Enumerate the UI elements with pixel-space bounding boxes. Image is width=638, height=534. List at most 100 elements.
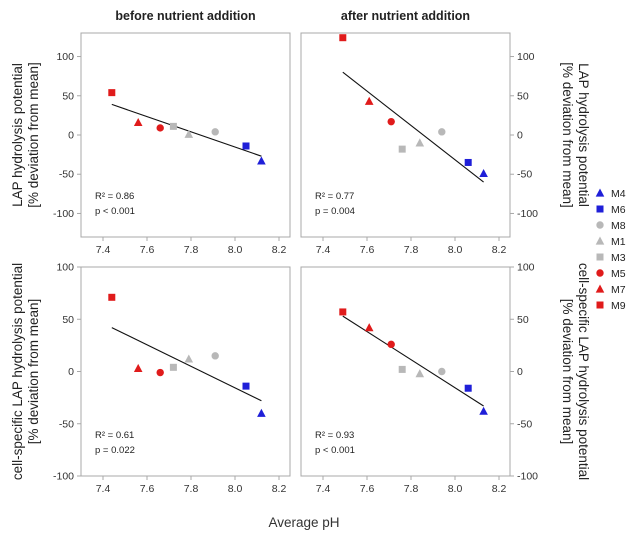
- x-tick-label: 7.4: [316, 483, 331, 495]
- y-tick-label: -100: [517, 208, 538, 220]
- legend-label: M8: [611, 220, 626, 232]
- y-tick-label: -100: [517, 471, 538, 483]
- data-point-m4: [257, 156, 266, 165]
- legend-marker: [596, 221, 604, 229]
- data-point-m8: [211, 128, 219, 136]
- regression-line: [111, 103, 262, 157]
- legend-label: M4: [611, 188, 626, 200]
- legend-label: M9: [611, 300, 626, 312]
- y-axis-label: LAP hydrolysis potential[% deviation fro…: [10, 62, 41, 208]
- data-point-m5: [156, 368, 164, 377]
- data-point-m6: [242, 142, 250, 150]
- stat-annotation: R² = 0.93: [315, 430, 354, 441]
- legend-marker: [596, 205, 604, 213]
- x-tick-label: 7.8: [404, 483, 419, 495]
- data-point-m9: [339, 308, 347, 316]
- y-tick-label: -100: [53, 471, 74, 483]
- x-tick-label: 7.6: [140, 244, 155, 256]
- x-tick-label: 7.8: [404, 244, 419, 256]
- y-tick-label: 100: [517, 51, 535, 63]
- legend-label: M6: [611, 204, 626, 216]
- x-tick-label: 8.2: [492, 244, 507, 256]
- y-tick-label: 50: [62, 314, 74, 326]
- stat-annotation: p = 0.022: [95, 445, 135, 456]
- y-tick-label: 0: [517, 366, 523, 378]
- legend-item-m4: M4: [595, 188, 626, 200]
- column-title: after nutrient addition: [341, 9, 470, 23]
- legend-item-m5: M5: [596, 268, 626, 280]
- panel-top-right: after nutrient addition 100 50 0 -50 -100 7.4 7…: [300, 9, 591, 256]
- y-tick-label: -50: [517, 169, 532, 181]
- legend-marker: [595, 236, 605, 245]
- y-tick-label: 0: [68, 130, 74, 142]
- legend-label: M1: [611, 236, 626, 248]
- y-tick-label: 0: [517, 130, 523, 142]
- data-point-m9: [339, 34, 347, 42]
- x-tick-label: 8.2: [272, 244, 287, 256]
- y-tick-label: 100: [56, 51, 74, 63]
- x-tick-label: 7.6: [360, 483, 375, 495]
- regression-line: [111, 327, 262, 402]
- data-point-m5: [387, 117, 395, 126]
- data-point-m5: [156, 124, 164, 132]
- data-point-m3: [398, 145, 406, 153]
- y-axis-label-line: LAP hydrolysis potential: [10, 63, 25, 207]
- x-tick-label: 8.2: [272, 483, 287, 495]
- y-tick-label: 50: [517, 314, 529, 326]
- y-tick-label: 100: [517, 262, 535, 274]
- legend-marker: [595, 284, 605, 293]
- x-tick-label: 8.0: [228, 483, 243, 495]
- y-axis-label-line: [% deviation from mean]: [560, 299, 575, 445]
- data-point-m8: [438, 128, 446, 136]
- stat-annotation: R² = 0.61: [95, 430, 134, 441]
- panel-bottom-left: 100 50 0 -50 -100 7.4 7.6 7.8 8.0 8.2 cell-specifi…: [10, 262, 291, 495]
- data-point-m7: [364, 96, 374, 105]
- y-axis-label-line: [% deviation from mean]: [26, 62, 41, 208]
- y-axis-label: cell-specific LAP hydrolysis potential[%…: [560, 263, 591, 480]
- data-point-m4: [479, 168, 488, 178]
- y-axis-label: cell-specific LAP hydrolysis potential[%…: [10, 263, 41, 480]
- x-tick-label: 8.0: [228, 244, 243, 256]
- y-axis-label-line: cell-specific LAP hydrolysis potential: [576, 263, 591, 480]
- data-point-m1: [184, 129, 194, 138]
- shared-x-axis-label: Average pH: [268, 515, 339, 530]
- data-point-m6: [242, 382, 250, 390]
- panel-top-left: before nutrient addition 100 50 0 -50 -100 7.4…: [10, 9, 291, 256]
- data-point-m4: [479, 406, 488, 415]
- data-point-m6: [464, 384, 472, 392]
- y-tick-label: 50: [517, 90, 529, 102]
- data-point-m1: [415, 369, 425, 378]
- legend-label: M5: [611, 268, 626, 280]
- legend-marker: [596, 269, 604, 277]
- x-tick-label: 7.4: [316, 244, 331, 256]
- data-point-m9: [108, 293, 116, 301]
- y-tick-label: 100: [56, 262, 74, 274]
- legend-label: M7: [611, 284, 626, 296]
- legend-marker: [596, 253, 604, 261]
- y-tick-label: -50: [59, 169, 74, 181]
- legend-item-m7: M7: [595, 284, 626, 296]
- y-axis-label: LAP hydrolysis potential[% deviation fro…: [560, 62, 591, 208]
- x-tick-label: 7.8: [184, 483, 199, 495]
- y-tick-label: -50: [59, 418, 74, 430]
- stat-annotation: p = 0.004: [315, 206, 355, 217]
- x-tick-label: 7.6: [360, 244, 375, 256]
- data-point-m6: [464, 158, 472, 166]
- y-tick-label: 50: [62, 90, 74, 102]
- data-point-m3: [169, 363, 177, 371]
- x-tick-label: 8.0: [448, 244, 463, 256]
- x-tick-label: 7.4: [96, 244, 111, 256]
- x-tick-label: 7.6: [140, 483, 155, 495]
- legend-label: M3: [611, 252, 626, 264]
- data-point-m1: [184, 354, 194, 363]
- data-point-m1: [415, 138, 425, 147]
- stat-annotation: p < 0.001: [95, 206, 135, 217]
- data-point-m8: [211, 352, 219, 360]
- y-axis-label-line: LAP hydrolysis potential: [576, 63, 591, 207]
- legend-item-m3: M3: [596, 252, 626, 264]
- data-point-m7: [133, 117, 143, 127]
- data-point-m7: [133, 363, 143, 372]
- data-point-m5: [387, 340, 395, 349]
- legend-marker: [596, 301, 604, 309]
